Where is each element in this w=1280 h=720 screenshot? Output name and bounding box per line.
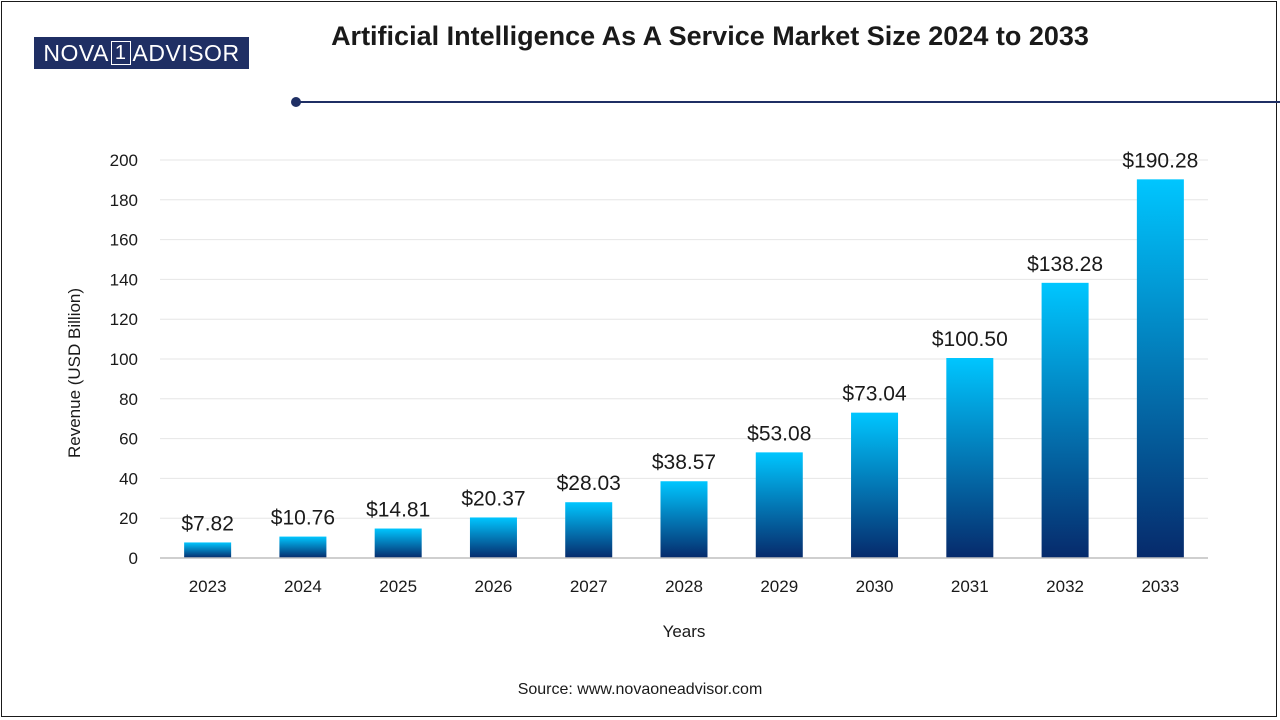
y-tick-label: 160 (110, 231, 138, 250)
y-tick-label: 60 (119, 430, 138, 449)
y-tick-label: 200 (110, 151, 138, 170)
bar-2030 (851, 412, 899, 558)
bar-2027 (565, 502, 613, 558)
bar-2032 (1041, 282, 1089, 558)
source-note: Source: www.novaoneadvisor.com (517, 681, 763, 698)
y-tick-label: 0 (129, 549, 138, 568)
y-tick-label: 140 (110, 270, 138, 289)
x-axis-label: Years (663, 622, 706, 641)
bar-2024 (279, 536, 327, 558)
x-tick-label: 2031 (951, 577, 989, 596)
data-labels: $7.82 $10.76 $14.81 $20.37 $28.03 $38.57 $53.0… (181, 149, 1198, 535)
y-tick-label: 20 (119, 509, 138, 528)
logo-digit: 1 (110, 41, 131, 65)
y-tick-label: 180 (110, 191, 138, 210)
bar-2025 (374, 528, 422, 558)
x-tick-label: 2025 (379, 577, 417, 596)
x-tick-label: 2033 (1141, 577, 1179, 596)
bar-2033 (1136, 179, 1184, 558)
bar-2028 (660, 481, 708, 558)
bar-2031 (946, 358, 994, 558)
data-label-2030: $73.04 (842, 383, 907, 406)
logo-suffix: ADVISOR (132, 39, 240, 66)
logo-prefix: NOVA (43, 39, 109, 66)
data-label-2027: $28.03 (557, 472, 621, 495)
x-tick-label: 2026 (475, 577, 513, 596)
x-tick-label: 2023 (189, 577, 227, 596)
data-label-2024: $10.76 (271, 507, 335, 530)
x-axis-ticks: 2023 2024 2025 2026 2027 2028 2029 2030 2031 2032… (189, 577, 1180, 596)
bar-2026 (469, 517, 517, 558)
bar-2029 (755, 452, 803, 558)
data-label-2029: $53.08 (747, 422, 811, 445)
data-label-2025: $14.81 (366, 499, 430, 522)
data-label-2032: $138.28 (1027, 253, 1103, 276)
novaoneadvisor-logo: NOVA 1 ADVISOR (34, 37, 249, 69)
x-tick-label: 2030 (856, 577, 894, 596)
y-tick-label: 40 (119, 469, 138, 488)
divider-line (300, 101, 1280, 103)
data-label-2026: $20.37 (461, 487, 525, 510)
divider-dot (291, 97, 301, 107)
y-tick-label: 120 (110, 310, 138, 329)
bar-2023 (184, 542, 232, 558)
chart-title: Artificial Intelligence As A Service Mar… (331, 21, 1089, 51)
data-label-2031: $100.50 (932, 328, 1008, 351)
y-axis-label: Revenue (USD Billion) (65, 288, 84, 458)
y-tick-label: 80 (119, 390, 138, 409)
data-label-2033: $190.28 (1122, 149, 1198, 172)
bars (184, 179, 1184, 558)
gridlines (160, 159, 1208, 519)
x-tick-label: 2029 (760, 577, 798, 596)
x-tick-label: 2027 (570, 577, 608, 596)
y-axis-ticks: 0 20 40 60 80 100 120 140 160 180 200 (110, 151, 138, 568)
data-label-2028: $38.57 (652, 451, 716, 474)
x-tick-label: 2032 (1046, 577, 1084, 596)
x-tick-label: 2028 (665, 577, 703, 596)
data-label-2023: $7.82 (181, 512, 234, 535)
y-tick-label: 100 (110, 350, 138, 369)
x-tick-label: 2024 (284, 577, 322, 596)
